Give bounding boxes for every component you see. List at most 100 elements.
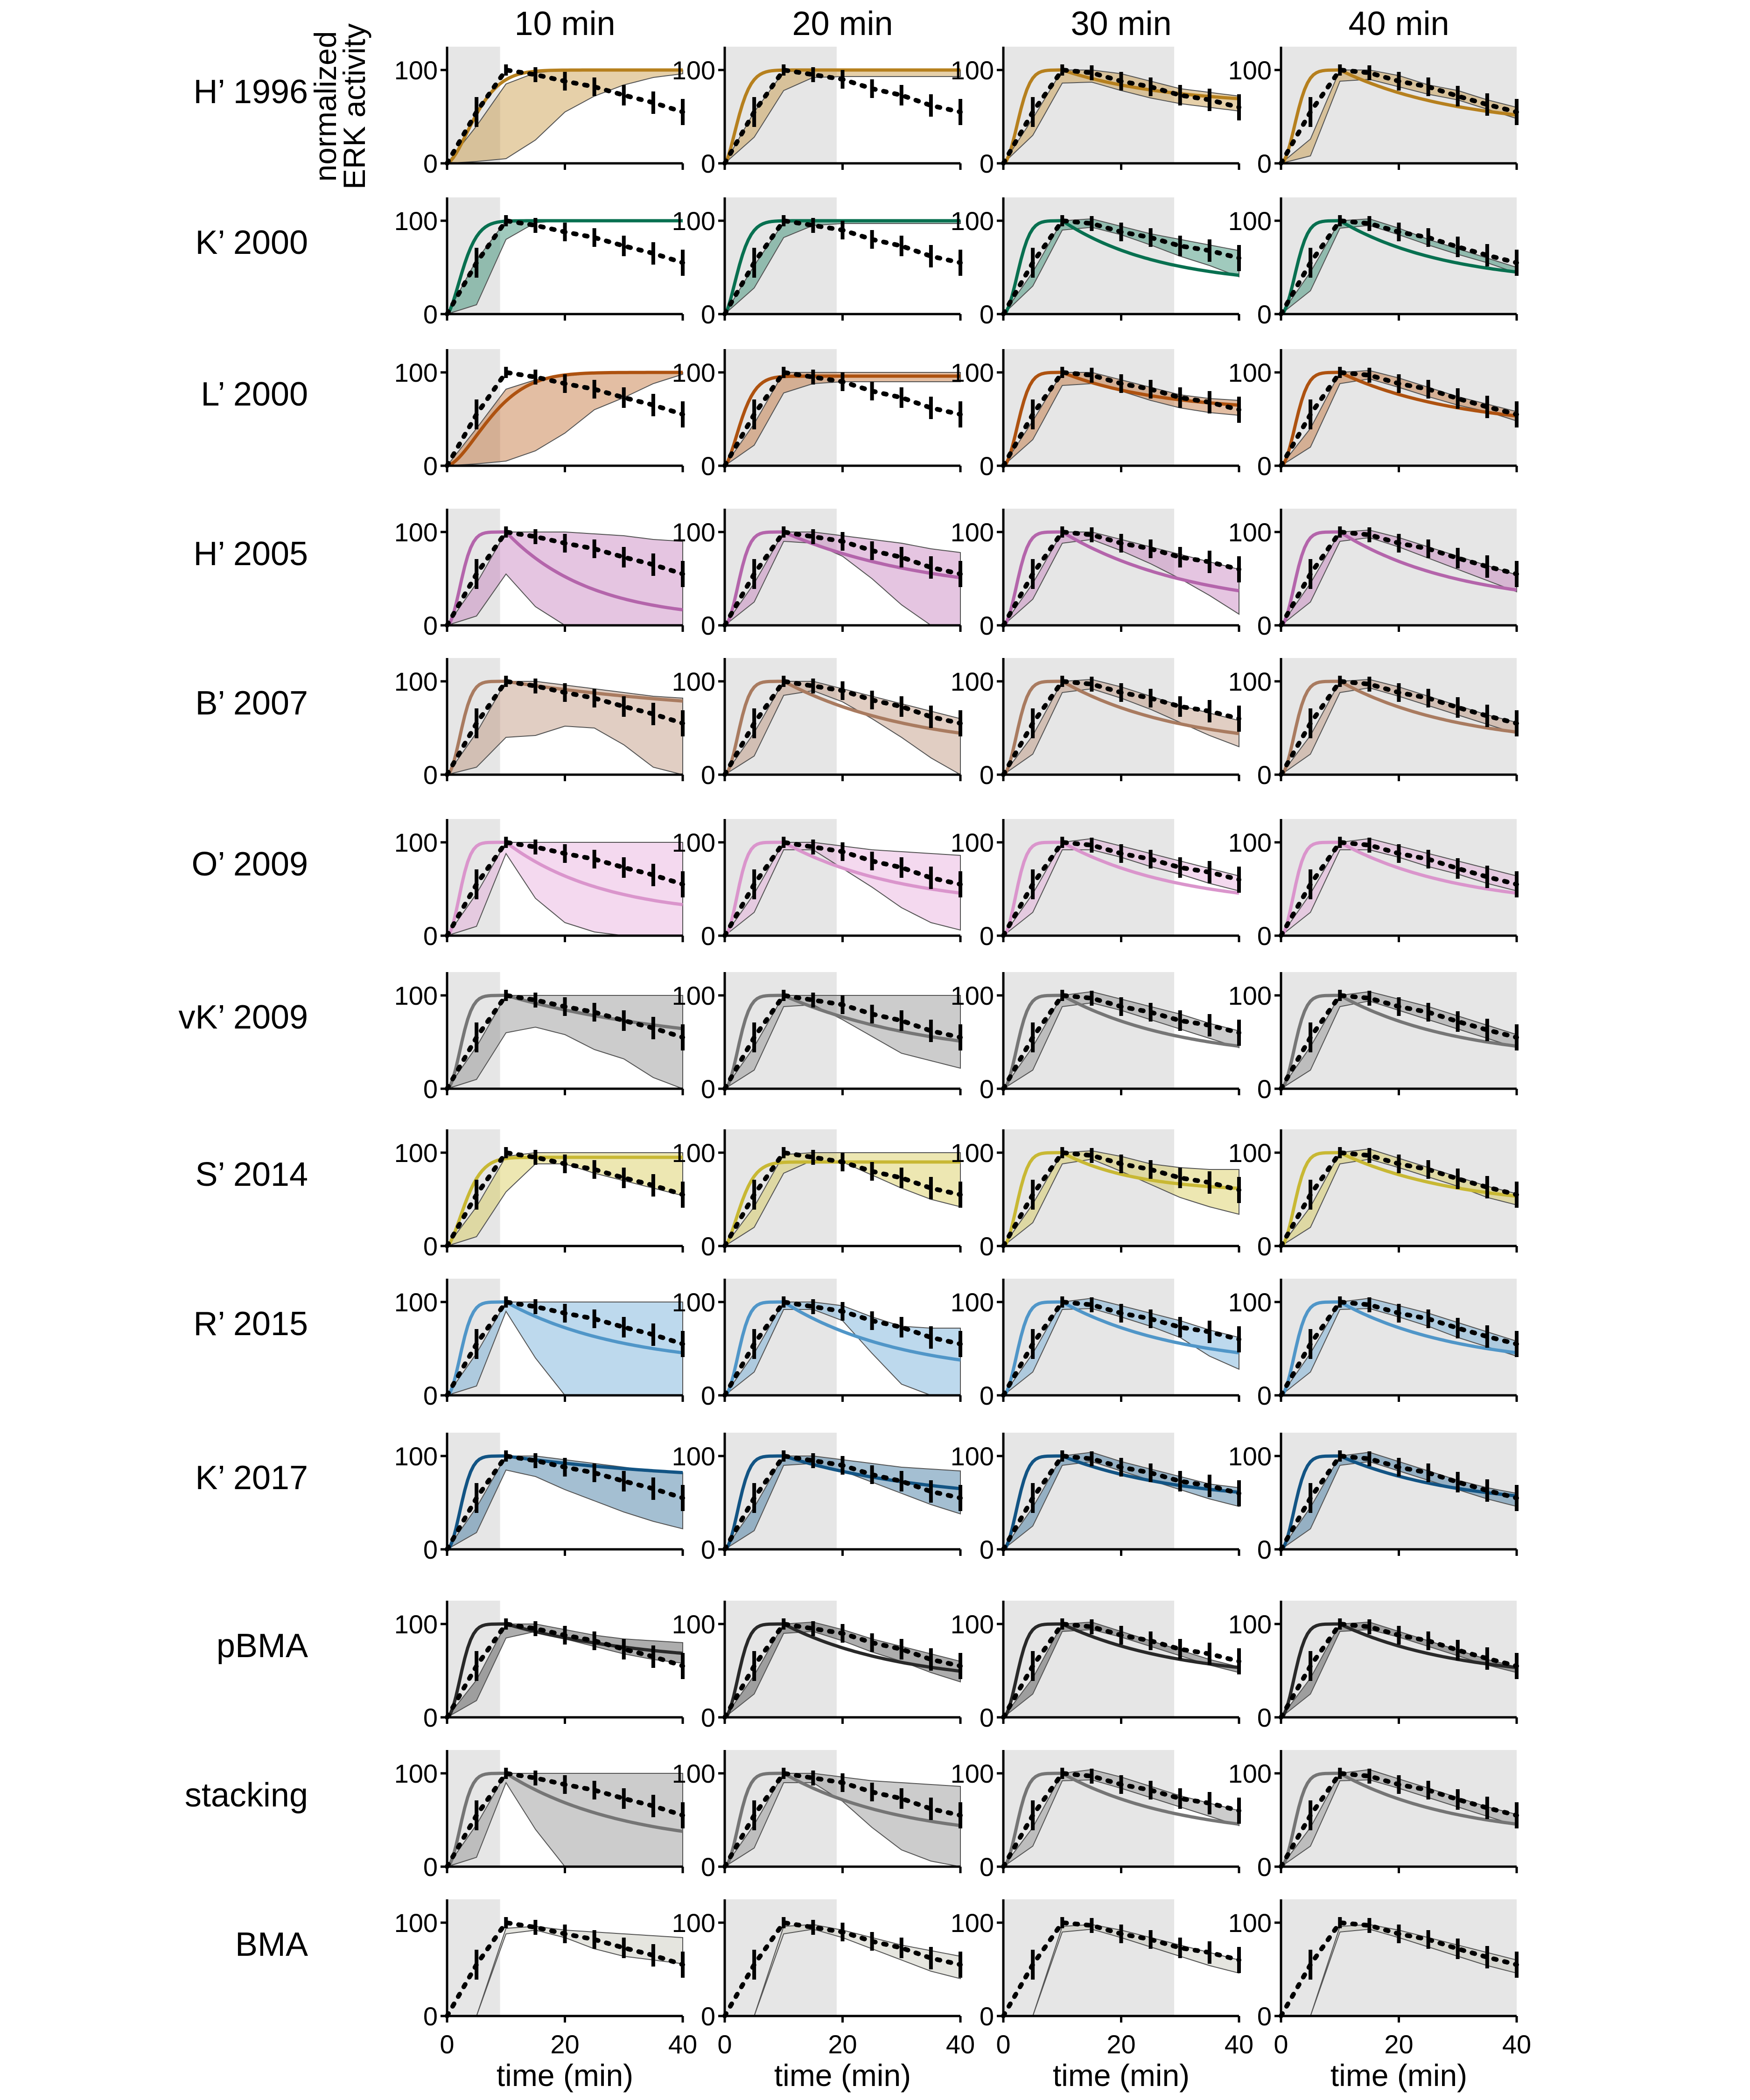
model-mean-line	[446, 219, 683, 315]
column-title-2: 20 min	[792, 5, 893, 42]
y-tick-label: 0	[980, 1703, 994, 1732]
panel-r1-c1: 0 100	[394, 47, 685, 178]
panel-r3-c4: 0 100	[1228, 349, 1519, 481]
panel-r11-c2: 0 100	[672, 1601, 963, 1732]
model-mean-line	[1280, 219, 1517, 315]
panel-r9-c4: 0 100	[1228, 1279, 1519, 1410]
y-tick-label: 100	[672, 1442, 715, 1471]
stimulus-shading	[1003, 197, 1175, 314]
model-mean-line	[1002, 1771, 1239, 1868]
model-mean-line	[446, 530, 683, 627]
panel-r8-c4: 0 100	[1228, 1129, 1519, 1261]
panel-r1-c4: 0 100	[1228, 47, 1519, 178]
y-tick-label: 100	[394, 358, 438, 387]
panel-r7-c2: 0 100	[672, 972, 963, 1104]
model-mean-line	[1002, 994, 1239, 1090]
panel-r7-c3: 0 100	[951, 972, 1241, 1104]
panel-r10-c3: 0 100	[951, 1433, 1241, 1564]
panel-r13-c3: 0 100 0 20 40 time (min)	[951, 1899, 1253, 2093]
column-title-1: 10 min	[514, 5, 615, 42]
y-tick-label: 0	[701, 2002, 715, 2031]
y-tick-label: 100	[394, 981, 438, 1010]
x-tick-label: 0	[1274, 2030, 1288, 2059]
panel-r12-c1: 0 100	[394, 1750, 685, 1882]
y-tick-label: 100	[1228, 518, 1272, 547]
y-tick-label: 0	[980, 1852, 994, 1882]
panel-r9-c2: 0 100	[672, 1279, 963, 1410]
y-tick-label: 0	[423, 2002, 438, 2031]
y-tick-label: 100	[394, 206, 438, 236]
x-tick-label: 20	[550, 2030, 579, 2059]
panel-r8-c2: 0 100	[672, 1129, 963, 1261]
y-tick-label: 100	[1228, 56, 1272, 85]
model-mean-line	[1280, 1300, 1517, 1397]
y-tick-label: 100	[672, 1908, 715, 1938]
panel-r10-c4: 0 100	[1228, 1433, 1519, 1564]
panel-r7-c4: 0 100	[1228, 972, 1519, 1104]
panel-r13-c2: 0 100 0 20 40 time (min)	[672, 1899, 975, 2093]
panel-r6-c1: 0 100	[394, 819, 685, 951]
y-tick-label: 0	[980, 1381, 994, 1410]
y-tick-label: 0	[423, 1074, 438, 1104]
panel-r5-c2: 0 100	[672, 658, 963, 790]
model-mean-line	[1002, 1300, 1239, 1397]
stimulus-shading	[1281, 1601, 1517, 1717]
y-tick-label: 0	[1257, 149, 1272, 178]
y-tick-label: 100	[394, 1908, 438, 1938]
y-tick-label: 0	[1257, 300, 1272, 329]
stimulus-shading	[1003, 349, 1175, 466]
y-tick-label: 100	[951, 518, 994, 547]
panel-r8-c1: 0 100	[394, 1129, 685, 1261]
y-tick-label: 100	[1228, 667, 1272, 696]
stimulus-shading	[1003, 1129, 1175, 1246]
x-tick-label: 40	[668, 2030, 697, 2059]
y-tick-label: 0	[1257, 1703, 1272, 1732]
model-mean-line	[446, 1300, 683, 1397]
uncertainty-band	[446, 70, 683, 164]
panel-r6-c2: 0 100	[672, 819, 963, 951]
stimulus-shading	[447, 1899, 500, 2016]
model-mean-line	[1002, 1151, 1239, 1247]
y-tick-label: 100	[672, 1610, 715, 1639]
y-tick-label: 0	[423, 611, 438, 640]
y-tick-label: 0	[701, 921, 715, 951]
x-tick-label: 20	[828, 2030, 857, 2059]
y-tick-label: 100	[951, 206, 994, 236]
panel-r12-c4: 0 100	[1228, 1750, 1519, 1882]
stimulus-shading	[1281, 1750, 1517, 1867]
panel-r1-c3: 0 100	[951, 47, 1241, 178]
model-mean-line	[723, 1771, 961, 1868]
y-tick-label: 100	[394, 667, 438, 696]
y-tick-label: 100	[951, 1610, 994, 1639]
y-tick-label: 0	[980, 760, 994, 790]
y-tick-label: 0	[423, 1535, 438, 1564]
stimulus-shading	[1281, 658, 1517, 775]
y-tick-label: 0	[980, 2002, 994, 2031]
model-mean-line	[723, 1622, 961, 1719]
panel-r5-c3: 0 100	[951, 658, 1241, 790]
y-tick-label: 100	[1228, 981, 1272, 1010]
x-tick-label: 20	[1384, 2030, 1413, 2059]
model-mean-line	[723, 530, 961, 627]
panel-r13-c1: 0 100 0 20 40 time (min)	[394, 1899, 697, 2093]
model-mean-line	[1280, 1151, 1517, 1247]
stimulus-shading	[1003, 1899, 1175, 2016]
panel-r7-c1: 0 100	[394, 972, 685, 1104]
model-mean-line	[1280, 68, 1517, 165]
y-tick-label: 0	[980, 300, 994, 329]
y-tick-label: 0	[701, 611, 715, 640]
model-mean-line	[446, 840, 683, 937]
uncertainty-band	[724, 1302, 961, 1396]
model-mean-line	[446, 68, 683, 165]
y-tick-label: 100	[394, 828, 438, 857]
stimulus-shading	[1281, 349, 1517, 466]
y-tick-label: 0	[1257, 1074, 1272, 1104]
y-tick-label: 0	[980, 451, 994, 481]
panel-r6-c3: 0 100	[951, 819, 1241, 951]
y-tick-label: 100	[1228, 828, 1272, 857]
y-tick-label: 0	[1257, 1852, 1272, 1882]
model-mean-line	[723, 994, 961, 1090]
panel-r2-c4: 0 100	[1228, 197, 1519, 329]
y-tick-label: 100	[672, 1288, 715, 1317]
